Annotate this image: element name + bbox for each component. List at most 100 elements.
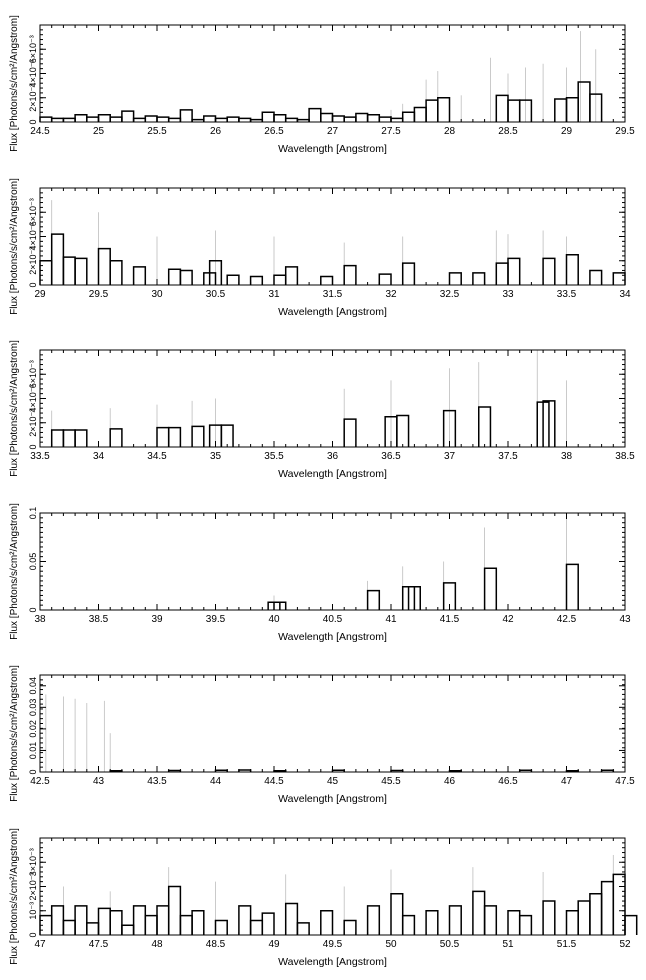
x-tick-label: 46.5 bbox=[498, 776, 518, 787]
plot-frame bbox=[39, 512, 626, 611]
x-tick-label: 38.5 bbox=[89, 614, 109, 625]
x-tick-label: 33.5 bbox=[30, 451, 50, 462]
x-tick-label: 51 bbox=[502, 939, 514, 950]
data-bin bbox=[214, 117, 228, 122]
data-bin bbox=[220, 424, 234, 447]
data-bin bbox=[343, 116, 357, 122]
x-tick-label: 40 bbox=[268, 614, 280, 625]
data-bin bbox=[109, 116, 123, 122]
data-bin bbox=[589, 893, 603, 935]
data-bin bbox=[121, 924, 135, 935]
data-bin bbox=[542, 400, 556, 447]
x-tick-label: 28.5 bbox=[498, 126, 518, 137]
x-tick-label: 28 bbox=[444, 126, 456, 137]
data-bin bbox=[612, 873, 626, 935]
data-bin bbox=[425, 99, 439, 122]
x-axis-label: Wavelength [Angstrom] bbox=[278, 306, 387, 318]
x-tick-label: 35 bbox=[210, 451, 222, 462]
data-bin bbox=[284, 266, 299, 285]
y-tick-label: 0 bbox=[28, 769, 38, 774]
data-bin bbox=[472, 890, 486, 935]
data-bin bbox=[62, 919, 76, 935]
data-bin bbox=[121, 110, 135, 122]
data-bin bbox=[413, 106, 427, 122]
data-bin bbox=[226, 274, 240, 285]
error-bars bbox=[45, 694, 111, 772]
data-bin bbox=[577, 81, 591, 122]
data-bin bbox=[249, 275, 264, 285]
data-bin bbox=[273, 274, 287, 285]
data-bin bbox=[167, 117, 182, 122]
data-bin bbox=[109, 428, 123, 447]
data-bin bbox=[507, 257, 521, 285]
data-bin bbox=[378, 273, 392, 285]
data-series bbox=[50, 400, 556, 447]
chart-panel-3: 33.5 34 34.5 35 35.5 36 36.5 37 37.5 38 38.5 0 2×10⁻… bbox=[9, 340, 635, 480]
y-tick-label: 6×10⁻³ bbox=[28, 35, 38, 63]
y-tick-label: 0.01 bbox=[28, 742, 38, 760]
data-bin bbox=[600, 880, 615, 935]
data-bin bbox=[565, 910, 579, 935]
x-tick-label: 49.5 bbox=[323, 939, 343, 950]
data-bin bbox=[624, 914, 638, 935]
data-bin bbox=[97, 907, 111, 935]
data-bin bbox=[167, 426, 182, 447]
x-tick-label: 38 bbox=[561, 451, 573, 462]
data-bin bbox=[401, 111, 416, 122]
data-bin bbox=[448, 905, 462, 935]
y-tick-label: 2×10⁻³ bbox=[28, 247, 38, 275]
data-bin bbox=[589, 269, 603, 285]
data-bin bbox=[437, 97, 451, 122]
x-tick-label: 42 bbox=[502, 614, 514, 625]
data-bin bbox=[226, 116, 240, 122]
data-bin bbox=[191, 910, 205, 935]
data-bin bbox=[483, 905, 498, 935]
x-tick-label: 47.5 bbox=[615, 776, 635, 787]
data-bin bbox=[577, 900, 591, 935]
x-tick-label: 52 bbox=[619, 939, 631, 950]
x-tick-label: 43.5 bbox=[147, 776, 167, 787]
plot-frame bbox=[39, 187, 626, 286]
data-bin bbox=[50, 905, 65, 935]
x-tick-label: 34.5 bbox=[147, 451, 167, 462]
x-tick-label: 45 bbox=[327, 776, 339, 787]
data-bin bbox=[495, 262, 509, 285]
data-bin bbox=[97, 247, 111, 285]
data-bin bbox=[284, 117, 299, 122]
y-tick-label: 0 bbox=[28, 607, 38, 612]
y-tick-label: 10⁻³ bbox=[28, 902, 38, 920]
data-bin bbox=[425, 910, 439, 935]
x-tick-label: 47 bbox=[561, 776, 573, 787]
x-tick-label: 36 bbox=[327, 451, 339, 462]
data-bin bbox=[39, 260, 53, 285]
data-bin bbox=[478, 406, 492, 447]
data-bin bbox=[109, 260, 123, 285]
data-bin bbox=[50, 233, 65, 285]
plot-frame bbox=[39, 24, 626, 123]
x-tick-label: 38.5 bbox=[615, 451, 635, 462]
data-bin bbox=[343, 919, 357, 935]
y-tick-label: 2×10⁻³ bbox=[28, 84, 38, 112]
data-bin bbox=[507, 99, 521, 122]
data-bin bbox=[472, 272, 486, 285]
data-bin bbox=[132, 266, 147, 285]
y-axis-label: Flux [Photons/s/cm²/Angstrom] bbox=[9, 828, 20, 965]
data-bin bbox=[612, 272, 626, 285]
chart-panel-5: 42.5 43 43.5 44 44.5 45 45.5 46 46.5 47 47.5 0 0.01 0… bbox=[9, 665, 635, 805]
y-tick-label: 0 bbox=[28, 119, 38, 124]
y-tick-label: 4×10⁻³ bbox=[28, 222, 38, 250]
data-bin bbox=[179, 269, 193, 285]
chart-panel-4: 38 38.5 39 39.5 40 40.5 41 41.5 42 42.5 43 0 0.05 0.1… bbox=[9, 503, 631, 643]
data-bin bbox=[366, 589, 381, 610]
y-axis-label: Flux [Photons/s/cm²/Angstrom] bbox=[9, 503, 20, 640]
x-tick-label: 24.5 bbox=[30, 126, 50, 137]
data-bin bbox=[249, 919, 264, 935]
data-bin bbox=[86, 922, 100, 935]
y-tick-label: 3×10⁻³ bbox=[28, 848, 38, 876]
data-bin bbox=[191, 425, 205, 447]
x-tick-label: 31.5 bbox=[323, 289, 343, 300]
x-tick-label: 33 bbox=[502, 289, 514, 300]
data-bin bbox=[355, 112, 369, 122]
data-bin bbox=[507, 910, 521, 935]
